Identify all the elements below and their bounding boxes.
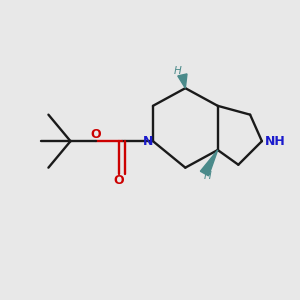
Text: N: N [142, 135, 153, 148]
Polygon shape [178, 74, 187, 88]
Polygon shape [200, 150, 218, 176]
Text: H: H [174, 66, 182, 76]
Text: H: H [203, 172, 211, 182]
Text: O: O [90, 128, 101, 141]
Text: O: O [113, 173, 124, 187]
Text: NH: NH [265, 135, 286, 148]
